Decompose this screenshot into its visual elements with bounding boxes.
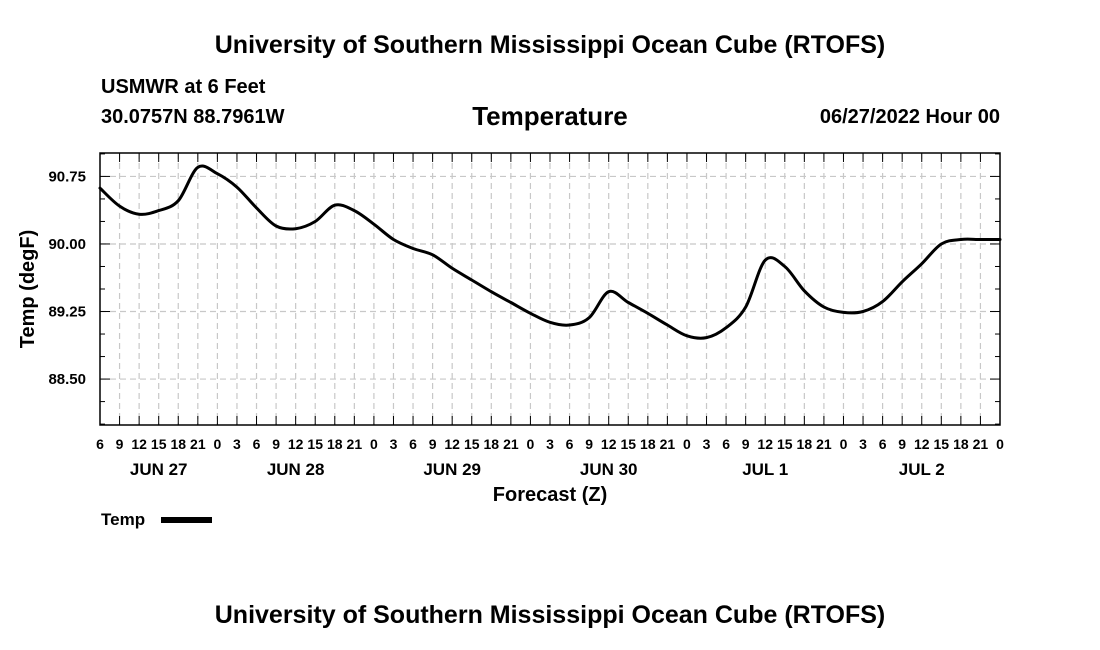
chart-main-title: University of Southern Mississippi Ocean…: [214, 31, 886, 59]
x-tick-label: 21: [347, 436, 363, 452]
x-tick-label: 12: [601, 436, 617, 452]
x-tick-label: 21: [973, 436, 989, 452]
x-tick-label: 9: [898, 436, 906, 452]
variable-title: Temperature: [472, 101, 628, 131]
x-tick-label: 12: [288, 436, 304, 452]
x-tick-label: 15: [934, 436, 950, 452]
x-axis-label: Forecast (Z): [493, 484, 607, 506]
x-tick-label: 18: [327, 436, 343, 452]
x-tick-label: 3: [390, 436, 398, 452]
x-tick-label: 9: [116, 436, 124, 452]
forecast-datetime: 06/27/2022 Hour 00: [819, 106, 1000, 128]
x-tick-label: 6: [409, 436, 417, 452]
x-tick-label: 15: [151, 436, 167, 452]
x-tick-label: 6: [253, 436, 261, 452]
x-tick-label: 21: [660, 436, 676, 452]
x-tick-label: 21: [503, 436, 519, 452]
grid-lines: [100, 153, 1000, 425]
x-tick-label: 0: [683, 436, 691, 452]
x-tick-label: 12: [131, 436, 147, 452]
x-tick-label: 18: [170, 436, 186, 452]
x-tick-label: 0: [996, 436, 1004, 452]
x-tick-label: 6: [722, 436, 730, 452]
legend-swatch-temp: [161, 517, 212, 523]
x-tick-label: 3: [859, 436, 867, 452]
x-day-label: JUL 1: [742, 460, 788, 479]
x-tick-label: 9: [742, 436, 750, 452]
x-tick-label: 18: [484, 436, 500, 452]
axis-labels: 6 9 12 15 18 21 0 3 6 9 12 15 18 21 0 3 6 9 12 15 18 21 0 3 6 9 12…: [48, 168, 1004, 479]
x-tick-label: 6: [566, 436, 574, 452]
x-tick-label: 21: [190, 436, 206, 452]
x-tick-label: 6: [96, 436, 104, 452]
x-day-label: JUN 30: [580, 460, 638, 479]
x-tick-label: 18: [640, 436, 656, 452]
chart-footer-title: University of Southern Mississippi Ocean…: [214, 601, 886, 629]
x-day-label: JUL 2: [899, 460, 945, 479]
x-day-label: JUN 29: [423, 460, 481, 479]
series-line-temp: [98, 164, 1002, 340]
x-tick-label: 12: [914, 436, 930, 452]
x-tick-label: 0: [370, 436, 378, 452]
x-tick-label: 3: [233, 436, 241, 452]
x-tick-label: 15: [777, 436, 793, 452]
y-tick-label: 88.50: [48, 371, 86, 388]
x-day-label: JUN 28: [267, 460, 325, 479]
x-tick-label: 15: [464, 436, 480, 452]
x-tick-label: 12: [757, 436, 773, 452]
legend-label-temp: Temp: [101, 510, 146, 529]
x-tick-label: 12: [444, 436, 460, 452]
x-tick-label: 18: [797, 436, 813, 452]
x-tick-label: 18: [953, 436, 969, 452]
x-tick-label: 3: [703, 436, 711, 452]
x-tick-label: 9: [585, 436, 593, 452]
x-tick-label: 0: [527, 436, 535, 452]
station-coordinates: 30.0757N 88.7961W: [101, 106, 285, 128]
x-day-label: JUN 27: [130, 460, 188, 479]
x-tick-label: 6: [879, 436, 887, 452]
x-tick-label: 0: [840, 436, 848, 452]
plot-area-frame: [99, 152, 1001, 426]
y-tick-label: 90.00: [48, 236, 86, 253]
y-tick-label: 90.75: [48, 168, 86, 185]
x-tick-label: 0: [213, 436, 221, 452]
y-tick-label: 89.25: [48, 304, 86, 321]
x-tick-label: 9: [429, 436, 437, 452]
x-tick-label: 15: [307, 436, 323, 452]
x-tick-label: 9: [272, 436, 280, 452]
y-axis-label: Temp (degF): [17, 230, 39, 349]
x-tick-label: 3: [546, 436, 554, 452]
x-tick-label: 21: [816, 436, 832, 452]
station-label: USMWR at 6 Feet: [101, 76, 266, 98]
x-tick-label: 15: [620, 436, 636, 452]
